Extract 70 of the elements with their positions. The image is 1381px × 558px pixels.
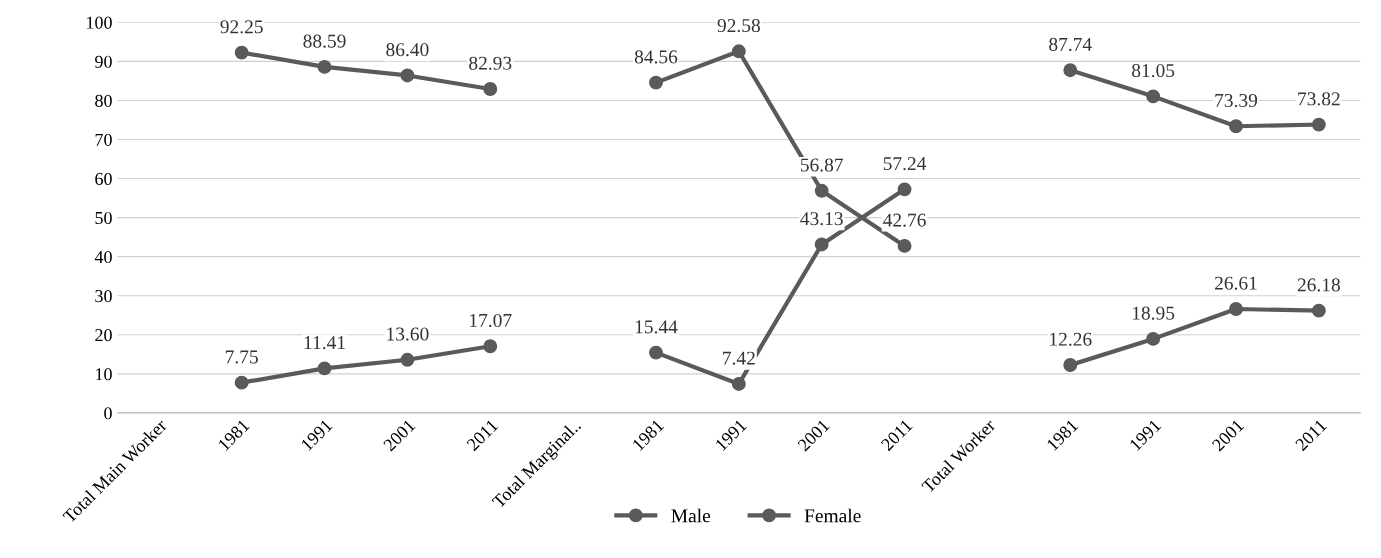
data-label: 57.24 bbox=[883, 157, 927, 171]
data-label: 92.25 bbox=[220, 20, 263, 34]
y-tick-label: 50 bbox=[95, 211, 112, 225]
point bbox=[1229, 302, 1243, 316]
x-tick-label: 1981 bbox=[631, 418, 665, 452]
point bbox=[1063, 63, 1078, 78]
y-tick-label: 40 bbox=[94, 250, 112, 264]
y-tick-label: 20 bbox=[95, 329, 112, 342]
point bbox=[731, 376, 746, 391]
point bbox=[649, 75, 663, 90]
legend-label: Male bbox=[671, 508, 711, 523]
point bbox=[1311, 303, 1326, 318]
point bbox=[483, 339, 498, 354]
data-label: 13.60 bbox=[387, 327, 429, 341]
point bbox=[814, 237, 829, 252]
y-tick-label: 60 bbox=[95, 172, 112, 185]
data-label: 73.82 bbox=[1298, 92, 1340, 106]
point bbox=[234, 45, 249, 60]
data-label: 17.07 bbox=[470, 313, 512, 328]
data-label: 86.40 bbox=[386, 43, 429, 57]
y-tick-label: 10 bbox=[96, 368, 112, 381]
x-tick-label: 1991 bbox=[300, 418, 333, 452]
point bbox=[897, 238, 912, 253]
point bbox=[649, 345, 663, 360]
point bbox=[897, 182, 912, 197]
point bbox=[317, 59, 332, 74]
y-tick-label: 30 bbox=[95, 290, 112, 303]
x-tick-label: 2011 bbox=[880, 418, 913, 452]
x-tick-label: 1981 bbox=[217, 418, 250, 452]
y-tick-label: 80 bbox=[95, 94, 112, 107]
data-label: 84.56 bbox=[634, 50, 678, 64]
y-tick-label: 100 bbox=[87, 16, 112, 29]
legend-label: Female bbox=[804, 508, 861, 523]
x-tick-label: 2011 bbox=[466, 418, 499, 452]
data-label: 43.13 bbox=[800, 212, 843, 226]
data-label: 92.58 bbox=[717, 18, 760, 33]
point bbox=[317, 361, 332, 376]
data-label: 82.93 bbox=[469, 56, 512, 70]
y-tick-label: 90 bbox=[95, 55, 112, 68]
data-label: 12.26 bbox=[1050, 332, 1092, 346]
data-label: 7.75 bbox=[225, 350, 258, 364]
data-label: 15.44 bbox=[635, 320, 678, 334]
x-tick-label: 2011 bbox=[1294, 418, 1328, 452]
point bbox=[1063, 358, 1078, 372]
point bbox=[483, 82, 498, 96]
data-label: 73.39 bbox=[1215, 93, 1258, 108]
data-label: 87.74 bbox=[1049, 37, 1092, 52]
data-label: 88.59 bbox=[303, 34, 346, 48]
data-label: 81.05 bbox=[1132, 63, 1175, 78]
data-label: 56.87 bbox=[800, 158, 844, 172]
data-label: 7.42 bbox=[723, 351, 755, 365]
data-label: 11.41 bbox=[304, 336, 345, 350]
point bbox=[814, 183, 829, 198]
point bbox=[234, 375, 249, 390]
point bbox=[400, 352, 415, 367]
y-tick-label: 0 bbox=[104, 407, 112, 420]
data-label: 26.61 bbox=[1214, 276, 1257, 290]
point bbox=[1311, 117, 1326, 132]
point bbox=[1146, 89, 1161, 104]
point bbox=[1229, 119, 1243, 134]
point bbox=[400, 68, 415, 83]
point bbox=[1146, 331, 1161, 346]
x-tick-label: 1991 bbox=[1129, 418, 1162, 452]
x-tick-label: 1981 bbox=[1046, 418, 1079, 452]
x-tick-label: 1991 bbox=[714, 418, 748, 452]
data-label: 18.95 bbox=[1132, 306, 1175, 320]
data-label: 42.76 bbox=[883, 213, 926, 227]
y-tick-label: 70 bbox=[95, 133, 112, 146]
data-label: 26.18 bbox=[1297, 278, 1340, 292]
point bbox=[731, 44, 746, 59]
